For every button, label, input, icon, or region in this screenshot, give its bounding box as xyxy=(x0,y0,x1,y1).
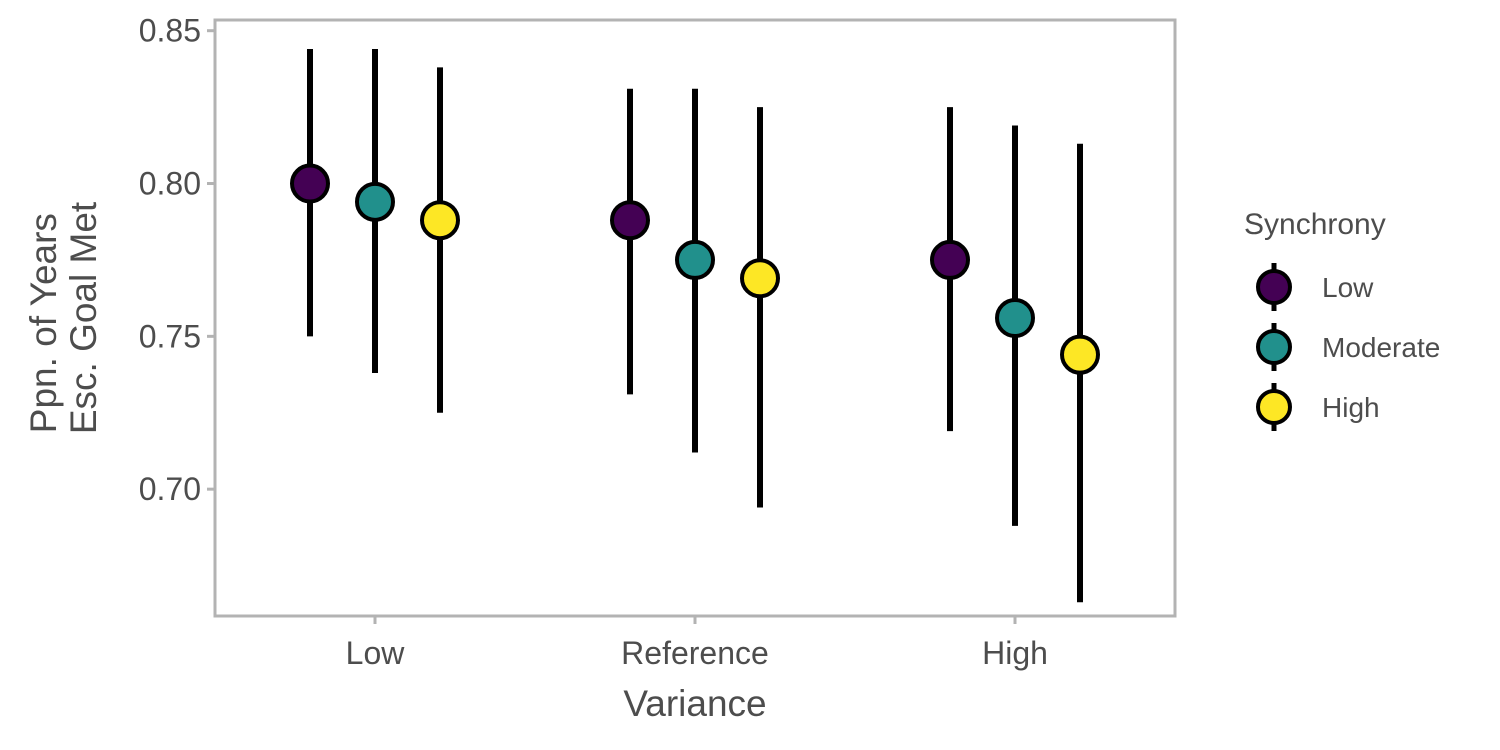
series-points-high xyxy=(420,200,1100,375)
data-point xyxy=(355,181,395,222)
legend-key-point xyxy=(1256,329,1292,365)
legend-key-point xyxy=(1256,389,1292,425)
x-axis-title: Variance xyxy=(623,683,766,724)
data-point xyxy=(420,200,460,241)
legend-label: High xyxy=(1322,392,1380,423)
y-axis-title-line-1: Ppn. of Years xyxy=(23,213,64,433)
data-point xyxy=(930,239,970,280)
data-point xyxy=(995,298,1035,338)
y-tick-label: 0.80 xyxy=(139,166,201,202)
y-axis-title: Ppn. of Years Esc. Goal Met xyxy=(23,201,104,434)
y-tick-label: 0.70 xyxy=(139,471,201,507)
x-tick-label: High xyxy=(982,635,1048,671)
legend-label: Low xyxy=(1322,272,1374,303)
x-axis: Low Reference High xyxy=(346,616,1048,671)
x-tick-label: Low xyxy=(346,635,406,671)
y-tick-label: 0.85 xyxy=(139,13,201,49)
legend: Synchrony Low Moderate High xyxy=(1244,208,1440,431)
legend-label: Moderate xyxy=(1322,332,1440,363)
series-points-low xyxy=(290,163,970,280)
data-point xyxy=(1060,334,1100,375)
data-point xyxy=(675,239,715,280)
y-axis: 0.70 0.75 0.80 0.85 xyxy=(139,13,215,507)
data-point xyxy=(740,258,780,299)
data-marks xyxy=(290,49,1100,603)
legend-item-high: High xyxy=(1256,383,1380,431)
legend-title: Synchrony xyxy=(1244,208,1386,241)
y-tick-label: 0.75 xyxy=(139,318,201,354)
y-axis-title-line-2: Esc. Goal Met xyxy=(63,201,104,434)
legend-key-point xyxy=(1256,269,1292,305)
data-point xyxy=(610,200,650,241)
data-point xyxy=(290,163,330,204)
series-points-moderate xyxy=(355,181,1035,338)
legend-item-low: Low xyxy=(1256,263,1374,311)
x-tick-label: Reference xyxy=(621,635,769,671)
legend-item-moderate: Moderate xyxy=(1256,323,1440,371)
